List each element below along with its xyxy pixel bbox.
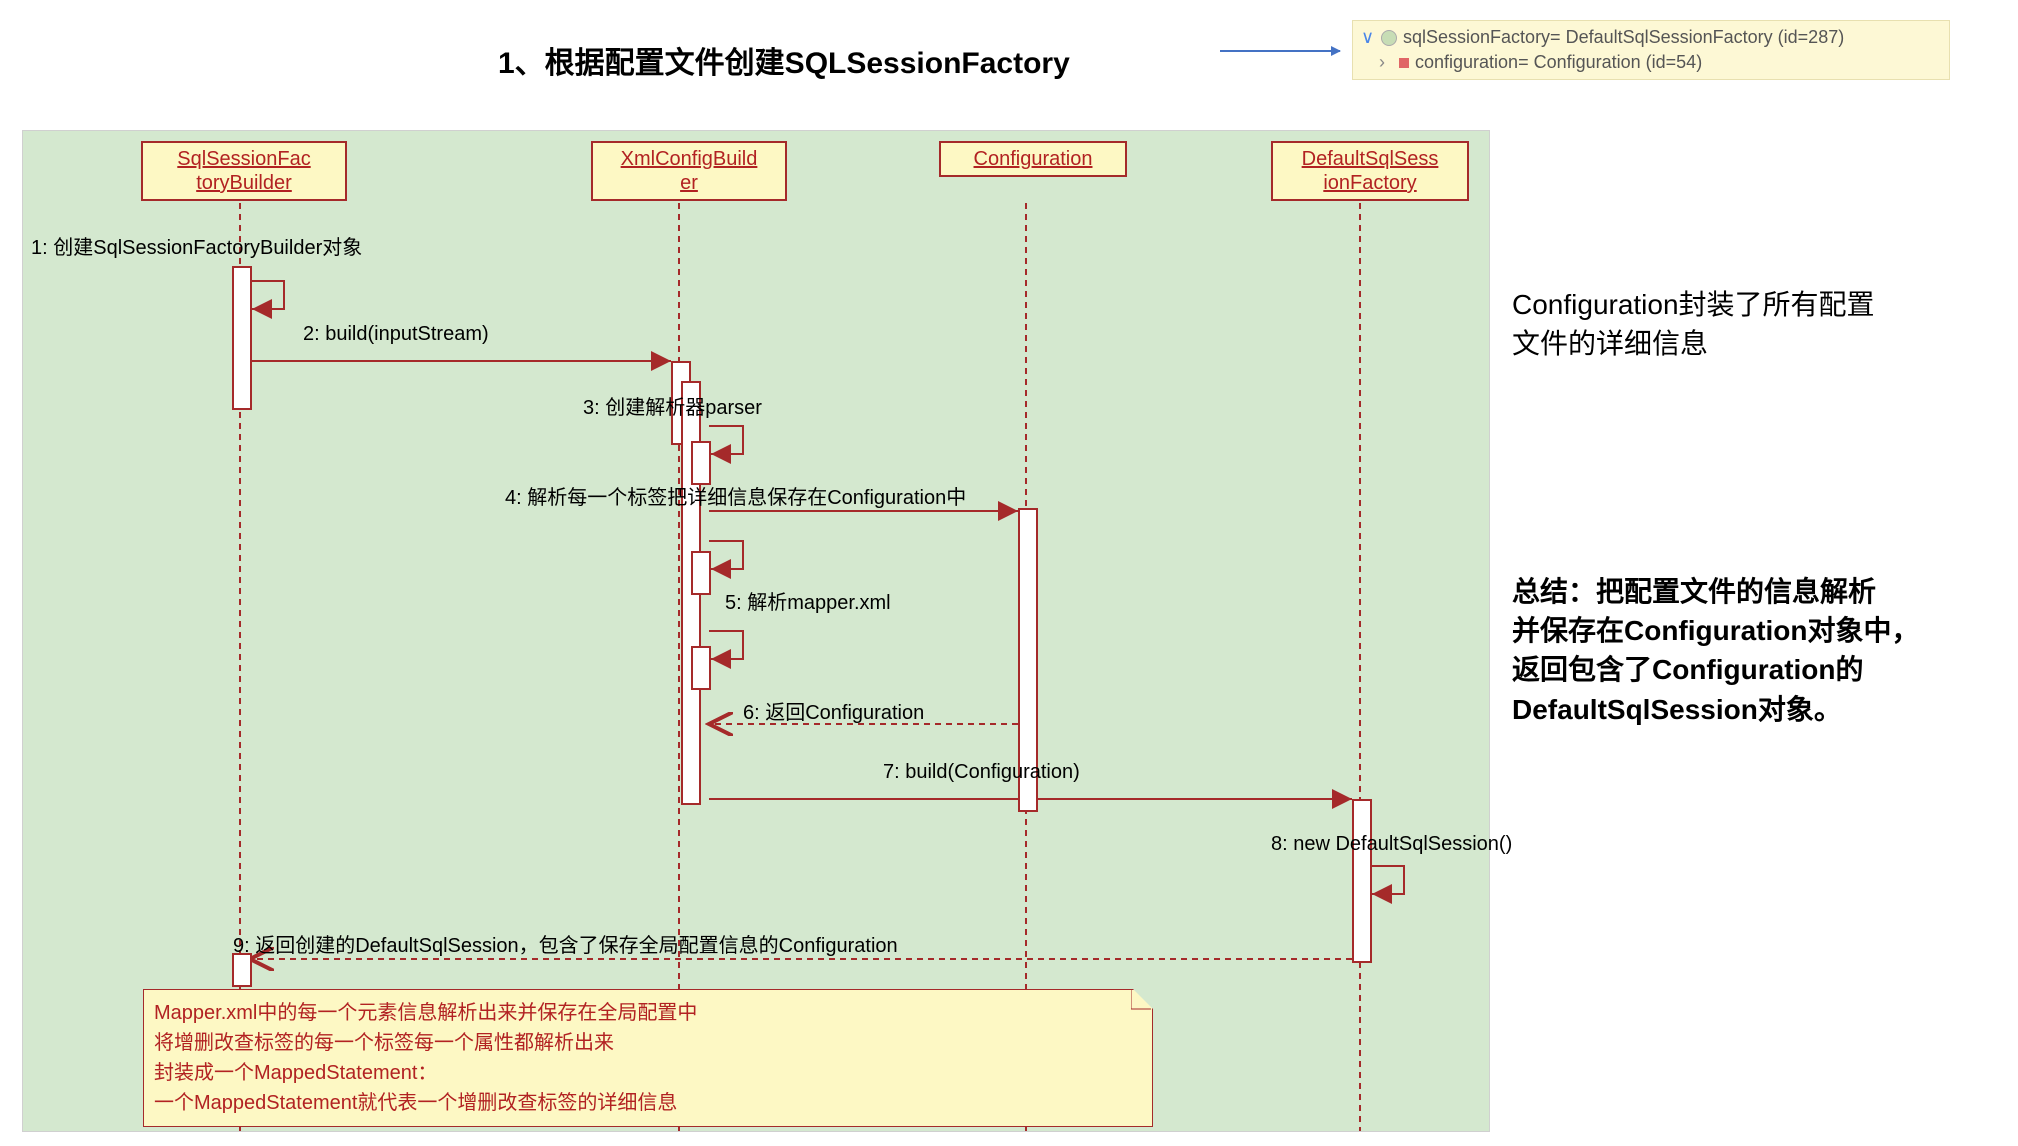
message-label-4: 4: 解析每一个标签把详细信息保存在Configuration中: [505, 481, 966, 510]
debug-row: ∨ sqlSessionFactory= DefaultSqlSessionFac…: [1361, 25, 1941, 50]
chevron-icon: ›: [1379, 52, 1393, 73]
debug-panel: ∨ sqlSessionFactory= DefaultSqlSessionFac…: [1352, 20, 1950, 80]
participant-p1: SqlSessionFactoryBuilder: [141, 141, 347, 201]
activation: [232, 953, 252, 987]
message-label-2: 2: build(inputStream): [303, 323, 489, 346]
message-label-7: 7: build(Configuration): [883, 761, 1080, 784]
debug-row: › configuration= Configuration (id=54): [1379, 50, 1941, 75]
activation: [232, 266, 252, 410]
diagram-note: Mapper.xml中的每一个元素信息解析出来并保存在全局配置中将增删改查标签的…: [143, 989, 1153, 1127]
annotation-2: 总结：把配置文件的信息解析并保存在Configuration对象中，返回包含了C…: [1512, 572, 1920, 729]
activation: [1352, 799, 1372, 963]
message-label-1: 1: 创建SqlSessionFactoryBuilder对象: [31, 231, 362, 260]
debug-row-text: sqlSessionFactory= DefaultSqlSessionFact…: [1403, 27, 1844, 48]
activation: [691, 646, 711, 690]
debug-row-text: configuration= Configuration (id=54): [1415, 52, 1702, 73]
participant-p2: XmlConfigBuilder: [591, 141, 787, 201]
page-title: 1、根据配置文件创建SQLSessionFactory: [498, 38, 1070, 82]
message-label-9: 9: 返回创建的DefaultSqlSession，包含了保存全局配置信息的Co…: [233, 929, 898, 958]
activation: [691, 441, 711, 485]
pointer-arrow: [1220, 50, 1340, 52]
message-label-6: 6: 返回Configuration: [743, 696, 924, 725]
message-label-8: 8: new DefaultSqlSession(): [1271, 833, 1512, 856]
sequence-diagram: SqlSessionFactoryBuilder XmlConfigBuilder…: [22, 130, 1490, 1132]
circle-icon: [1381, 30, 1397, 46]
message-label-3: 3: 创建解析器parser: [583, 391, 762, 420]
participant-p3: Configuration: [939, 141, 1127, 177]
message-label-5: 5: 解析mapper.xml: [725, 586, 891, 615]
annotation-1: Configuration封装了所有配置文件的详细信息: [1512, 285, 1875, 363]
chevron-icon: ∨: [1361, 27, 1375, 48]
activation: [691, 551, 711, 595]
square-icon: [1399, 58, 1409, 68]
participant-p4: DefaultSqlSessionFactory: [1271, 141, 1469, 201]
